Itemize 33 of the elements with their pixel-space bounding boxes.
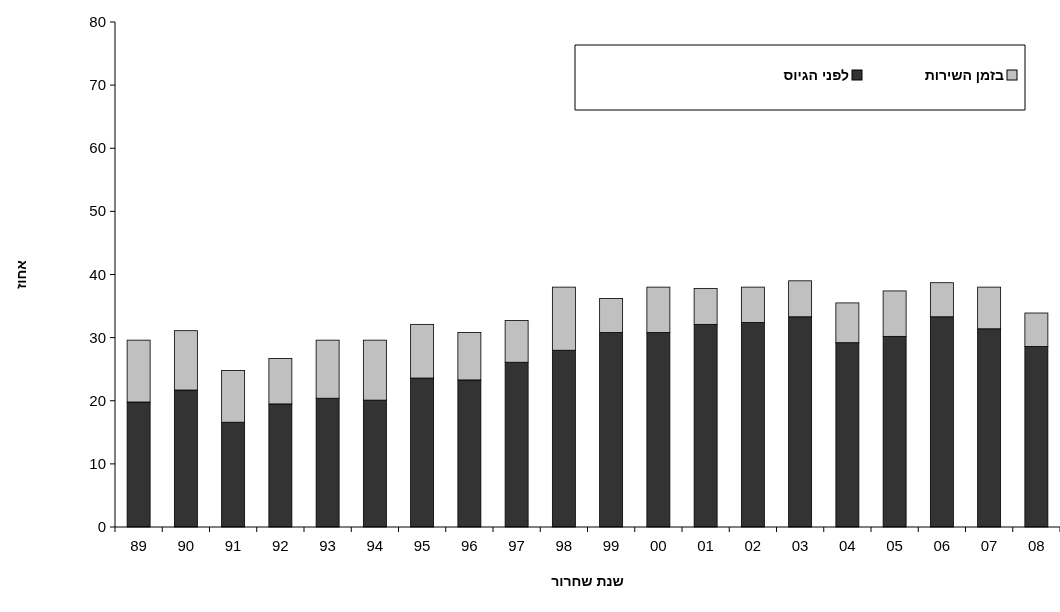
y-tick-label: 50 [89,202,106,220]
y-tick-label: 40 [89,265,106,283]
x-tick-label: 93 [319,537,336,554]
y-tick-label: 10 [89,454,106,472]
x-tick-label: 91 [224,537,242,554]
x-tick-label: 07 [980,537,998,554]
legend-label: לפני הגיוס [783,67,849,83]
x-tick-label: 00 [650,537,667,554]
legend-label: בזמן השירות [924,67,1005,83]
y-tick-label: 20 [89,391,106,409]
x-tick-label: 98 [555,537,573,554]
y-tick-label: 0 [97,518,106,535]
x-tick-label: 06 [933,537,951,554]
x-tick-label: 92 [272,537,289,554]
x-tick-label: 89 [130,537,147,554]
x-axis-title: שנת שחרור [551,573,624,589]
x-tick-label: 04 [839,537,856,554]
x-tick-label: 95 [413,537,431,554]
y-tick-label: 80 [89,13,106,30]
y-tick-label: 30 [89,328,106,346]
y-axis-title: אחוז [13,259,29,289]
x-tick-label: 96 [461,537,478,554]
x-tick-label: 01 [697,537,714,554]
x-tick-label: 02 [744,537,762,554]
x-tick-label: 03 [791,537,809,554]
y-tick-label: 70 [89,76,106,94]
x-tick-label: 90 [177,537,195,554]
x-tick-label: 08 [1028,537,1045,554]
y-tick-label: 60 [89,139,106,157]
x-tick-label: 97 [508,537,525,554]
x-tick-label: 99 [602,537,620,554]
x-tick-label: 05 [886,537,903,554]
x-tick-label: 94 [366,537,384,554]
